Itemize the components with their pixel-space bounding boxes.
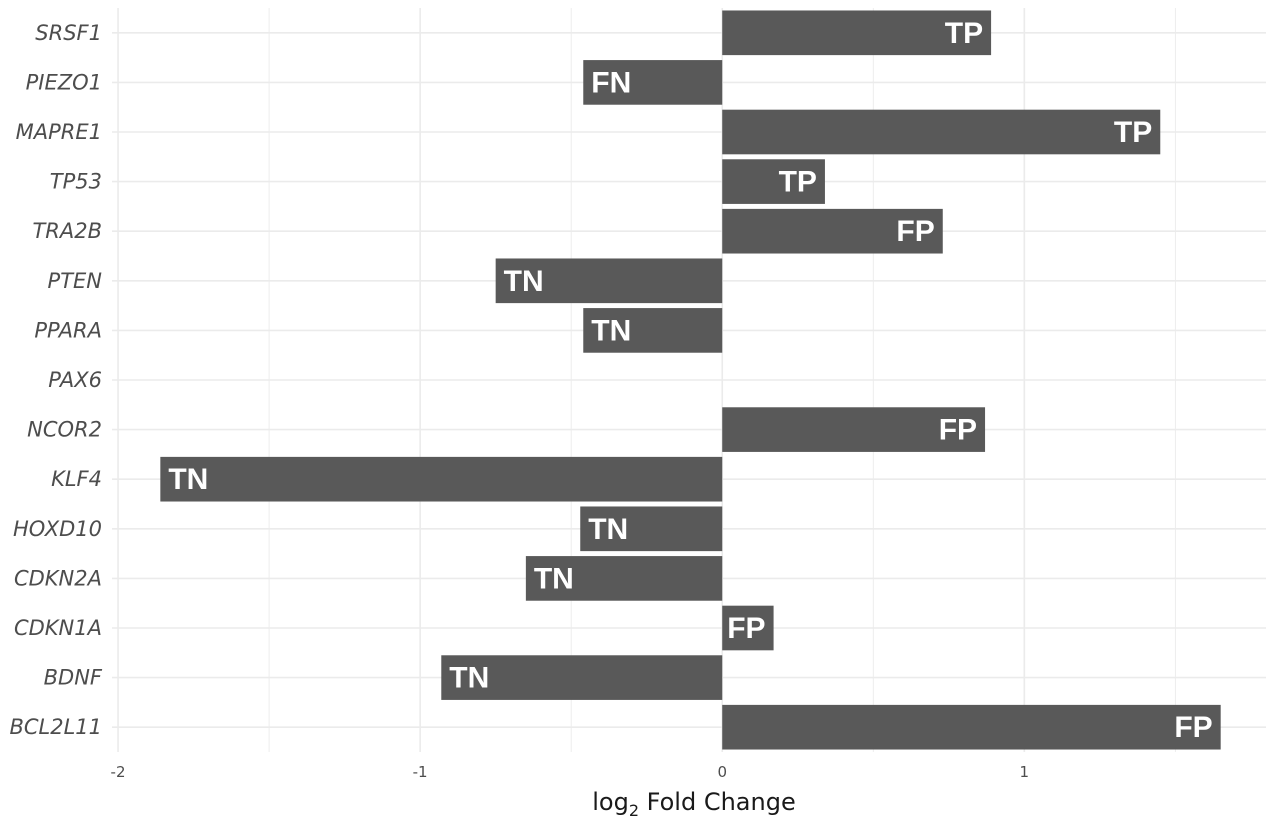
bar-labels: TP FN TP TP FP TN TN FP TN TN TN FP TN FP: [168, 17, 1212, 744]
x-tick-label: -1: [413, 763, 428, 781]
x-axis-title-subscript: 2: [629, 801, 639, 820]
bar-label-bcl2l11: FP: [1174, 711, 1212, 744]
bar-label-cdkn1a: FP: [727, 612, 765, 645]
bar-label-bdnf: TN: [449, 662, 489, 695]
bar-pten: [495, 258, 723, 304]
x-tick-labels: -2 -1 0 1: [111, 763, 1030, 781]
bar-label-cdkn2a: TN: [534, 562, 574, 595]
bar-srsf1: [722, 10, 992, 56]
bar-mapre1: [722, 109, 1161, 155]
bar-label-hoxd10: TN: [588, 513, 628, 546]
category-label: HOXD10: [13, 517, 102, 541]
category-label: PAX6: [48, 368, 102, 392]
bar-cdkn1a: [722, 605, 774, 651]
bar-label-pten: TN: [504, 265, 544, 298]
bar-hoxd10: [580, 506, 723, 552]
category-label: MAPRE1: [16, 120, 102, 144]
bar-label-tp53: TP: [779, 166, 817, 199]
category-label: NCOR2: [27, 418, 102, 442]
bar-label-mapre1: TP: [1114, 116, 1152, 149]
bar-label-ncor2: FP: [939, 414, 977, 447]
bar-klf4: [160, 456, 723, 502]
bar-label-piezo1: FN: [591, 66, 631, 99]
x-axis-title: log2 Fold Change: [592, 788, 795, 820]
x-tick-label: 1: [1020, 763, 1030, 781]
bar-label-tra2b: FP: [896, 215, 934, 248]
bar-ppara: [583, 308, 723, 353]
bars: [160, 10, 1221, 750]
category-label: TRA2B: [32, 219, 102, 243]
bar-cdkn2a: [525, 556, 723, 601]
category-label: PIEZO1: [26, 70, 102, 94]
category-label: PPARA: [34, 318, 102, 342]
x-tick-label: 0: [717, 763, 727, 781]
x-tick-label: -2: [111, 763, 126, 781]
category-label: BDNF: [44, 666, 103, 690]
bar-label-ppara: TN: [591, 314, 631, 347]
bar-piezo1: [583, 60, 723, 105]
bar-bcl2l11: [722, 704, 1221, 750]
category-label: BCL2L11: [9, 715, 102, 739]
category-label: CDKN1A: [14, 616, 102, 640]
category-label: CDKN2A: [14, 566, 102, 590]
bar-label-srsf1: TP: [945, 17, 983, 50]
category-labels: SRSF1 PIEZO1 MAPRE1 TP53 TRA2B PTEN PPARA PAX6 N…: [9, 21, 102, 739]
category-label: KLF4: [51, 467, 102, 491]
bar-tra2b: [722, 208, 943, 254]
category-label: TP53: [50, 170, 102, 194]
category-label: PTEN: [48, 269, 103, 293]
x-axis-title-rest: Fold Change: [639, 788, 796, 816]
bar-label-klf4: TN: [168, 463, 208, 496]
bar-ncor2: [722, 407, 986, 452]
bar-tp53: [722, 159, 825, 204]
category-label: SRSF1: [35, 21, 102, 45]
bar-bdnf: [441, 655, 723, 700]
x-axis-title-main: log: [592, 788, 629, 816]
